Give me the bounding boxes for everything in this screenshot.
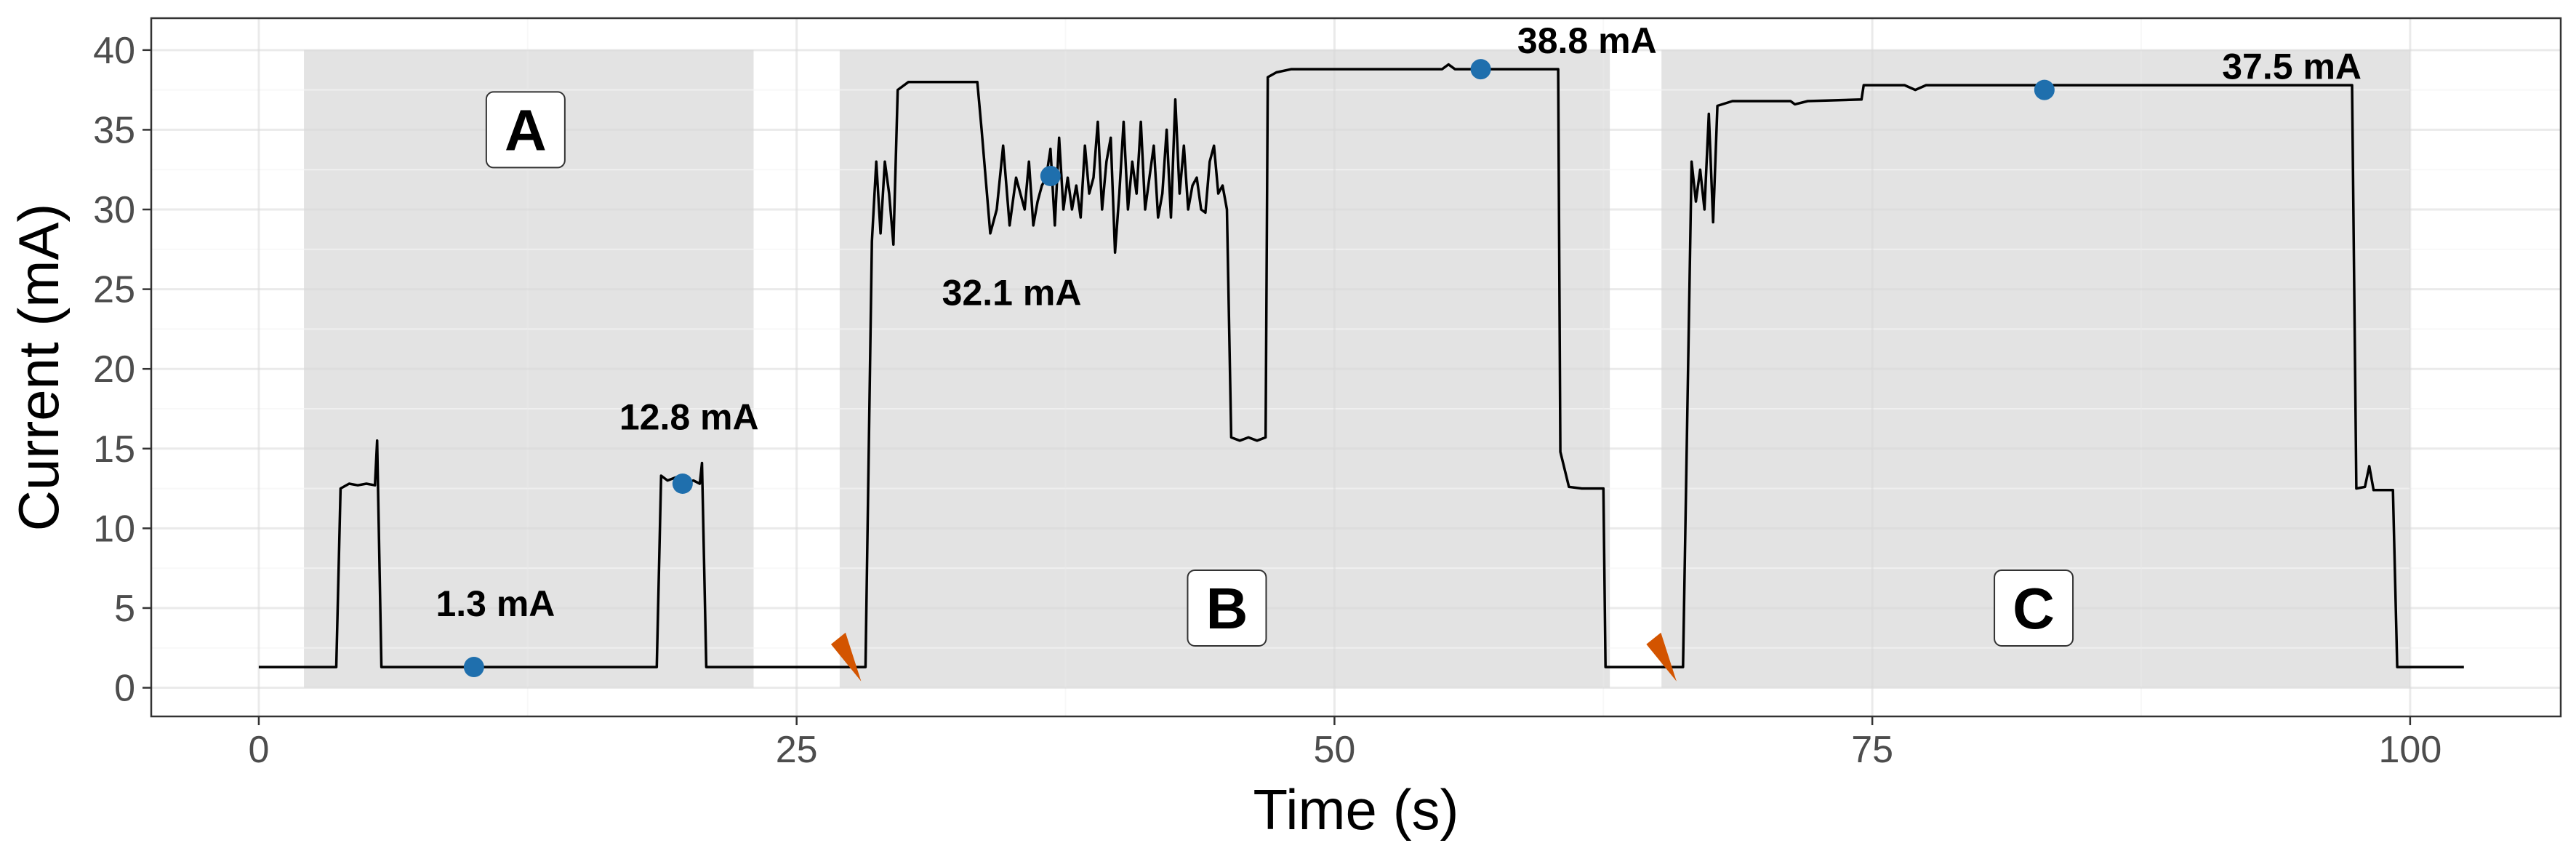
- value-annotation: 37.5 mA: [2222, 46, 2362, 87]
- y-axis-title: Current (mA): [7, 204, 71, 532]
- y-tick-label: 20: [93, 348, 135, 391]
- y-tick-label: 15: [93, 428, 135, 471]
- plot-frame: [150, 17, 2562, 718]
- x-tick-label: 25: [776, 729, 818, 771]
- x-tick-label: 50: [1313, 729, 1355, 771]
- y-tick-label: 5: [114, 588, 135, 630]
- region-label-box: [485, 91, 566, 169]
- region-label-b: B: [1206, 576, 1248, 641]
- value-annotation: 1.3 mA: [436, 583, 555, 624]
- highlight-point: [1040, 165, 1061, 186]
- value-annotation: 38.8 mA: [1517, 20, 1657, 61]
- highlight-point: [463, 657, 484, 678]
- x-tick-label: 75: [1851, 729, 1893, 771]
- highlight-point: [672, 474, 693, 494]
- y-tick-label: 35: [93, 109, 135, 151]
- event-marker-icon: [1646, 632, 1677, 682]
- annotations: 1.3 mA 12.8 mA 32.1 mA 38.8 mA 37.5 mA: [436, 20, 2362, 624]
- highlight-points: [463, 59, 2055, 678]
- x-tick-label: 100: [2378, 729, 2441, 771]
- x-tick-label: 0: [248, 729, 269, 771]
- y-tick-label: 40: [93, 30, 135, 72]
- x-axis-title: Time (s): [1253, 778, 1458, 842]
- region-label-box: [1994, 569, 2074, 647]
- value-annotation: 32.1 mA: [942, 273, 1082, 313]
- region-label-c: C: [2013, 576, 2055, 641]
- grid-lines: [151, 18, 2561, 716]
- region-label-box: [1187, 569, 1267, 647]
- series-lines: [258, 63, 2464, 668]
- value-annotation: 12.8 mA: [619, 396, 759, 437]
- event-markers: [830, 632, 1677, 682]
- x-axis-ticks: 0 25 50 75 100: [248, 716, 2441, 771]
- y-tick-label: 0: [114, 668, 135, 710]
- current-trace-line: [258, 63, 2464, 668]
- highlight-point: [1470, 59, 1491, 80]
- y-axis-ticks: 0 5 10 15 20 25 30 35 40: [93, 30, 151, 710]
- event-marker-icon: [830, 632, 862, 682]
- plot-border: [150, 17, 2562, 718]
- y-tick-label: 25: [93, 269, 135, 311]
- highlight-point: [2034, 79, 2055, 100]
- y-tick-label: 30: [93, 189, 135, 231]
- y-tick-label: 10: [93, 508, 135, 550]
- region-labels: A B C: [485, 91, 2074, 647]
- region-label-a: A: [505, 97, 547, 162]
